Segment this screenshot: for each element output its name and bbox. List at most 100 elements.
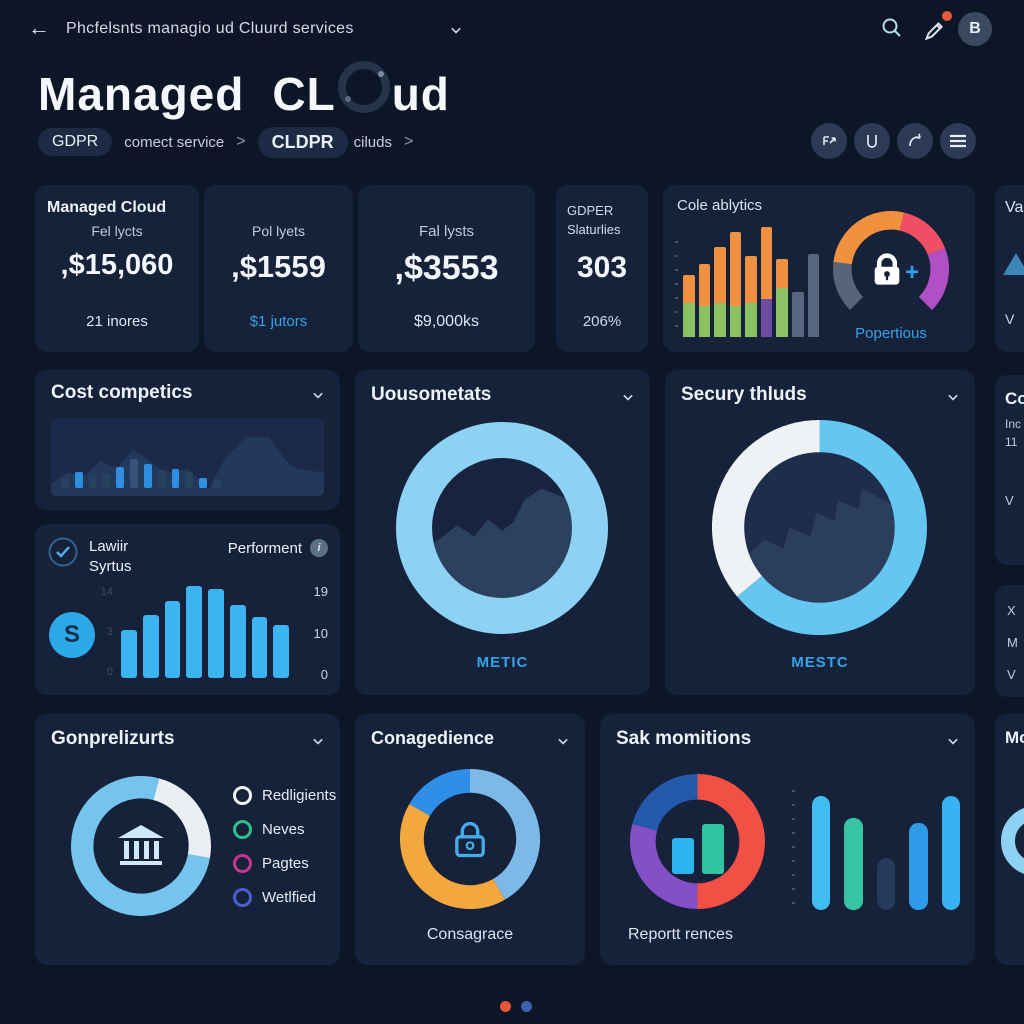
menu-icon xyxy=(950,134,966,148)
breadcrumb-seg1[interactable]: comect service xyxy=(124,133,225,151)
cut-text: V xyxy=(1007,667,1016,682)
navbar-title[interactable]: Phcfelsnts managio ud Cluurd services xyxy=(66,20,354,37)
axis-left-labels: 14 3 0 xyxy=(100,586,113,678)
stat-foot: 21 inores xyxy=(86,313,148,330)
legend-item: Pagtes xyxy=(233,854,336,873)
pagination-dot-1[interactable] xyxy=(500,1001,511,1012)
share-button[interactable] xyxy=(897,123,933,159)
donut-caption: Reportt rences xyxy=(628,926,733,943)
spinner-icon xyxy=(337,61,390,113)
card-foot: V xyxy=(1005,311,1015,327)
cut-text: M xyxy=(1007,635,1018,650)
check-circle-icon xyxy=(48,537,78,567)
cut-card-co: Co Inc 11 V xyxy=(995,375,1024,565)
back-button[interactable]: ← xyxy=(28,15,50,40)
donut-legend: Redligients Neves Pagtes Wetlfied xyxy=(233,786,336,922)
legend-item: Redligients xyxy=(233,786,336,805)
triangle-shape xyxy=(1003,253,1024,275)
axis-right-labels: 19 10 0 xyxy=(313,584,328,682)
stacked-bar-chart xyxy=(683,225,820,337)
axis-ticks xyxy=(792,790,795,908)
donut-caption: METIC xyxy=(476,654,529,671)
card-title: Gonprelizurts xyxy=(51,728,175,749)
page-title-word2a: CL xyxy=(272,68,336,120)
legend-item: Wetlfied xyxy=(233,888,336,907)
chevron-down-icon[interactable] xyxy=(943,387,963,407)
gauge-chart: + xyxy=(833,211,949,327)
legend-swatch xyxy=(233,854,252,873)
s-badge: S xyxy=(49,612,95,658)
menu-button[interactable] xyxy=(940,123,976,159)
stat-card-3: Fal lysts ,$3553 $9,000ks xyxy=(358,185,535,352)
donut-caption: Consagrace xyxy=(426,926,514,943)
legend-item: Neves xyxy=(233,820,336,839)
chevron-down-icon[interactable] xyxy=(943,731,963,751)
performent-label: Performent xyxy=(227,540,302,557)
stat-value: ,$3553 xyxy=(394,249,499,287)
cut-card-va: Va V xyxy=(995,185,1024,352)
card-title: Sak momitions xyxy=(616,728,752,749)
stat-card-2: Pol lyets ,$1559 $1 jutors xyxy=(204,185,353,352)
search-icon[interactable] xyxy=(880,16,904,40)
legend-swatch xyxy=(233,888,252,907)
stat-foot: 206% xyxy=(582,313,622,330)
stat-value: ,$1559 xyxy=(231,249,326,284)
flow-icon xyxy=(823,136,836,145)
performance-bar-chart xyxy=(121,586,289,678)
card-title: Cole ablytics xyxy=(677,197,763,214)
legend-swatch xyxy=(233,820,252,839)
cost-competics-card: Cost competics xyxy=(35,370,340,510)
breadcrumb-seg2[interactable]: ciluds xyxy=(353,133,392,151)
donut-area-chart xyxy=(432,458,572,598)
metric-donut xyxy=(396,422,608,634)
card-title: Va xyxy=(1005,199,1024,216)
gonprelizurts-card: Gonprelizurts Redligients Neves Pagtes W… xyxy=(35,714,340,965)
cut-card-mo: Mo xyxy=(995,714,1024,965)
card-title: Cost competics xyxy=(51,382,193,403)
page-title: Managed CL ud xyxy=(38,58,450,121)
donut-caption: MESTC xyxy=(791,654,849,671)
lawiir-card: Lawiir Syrtus Performent i S 14 3 0 19 10 0 xyxy=(35,524,340,695)
stat-foot: $9,000ks xyxy=(414,313,479,330)
lock-icon xyxy=(874,253,900,285)
stat-foot: $1 jutors xyxy=(249,313,308,330)
lock-icon xyxy=(455,822,485,858)
report-bar-chart xyxy=(812,786,961,910)
chevron-down-icon[interactable] xyxy=(446,20,466,40)
breadcrumb-sep1: > xyxy=(236,133,246,150)
plus-icon: + xyxy=(905,259,920,286)
cut-donut xyxy=(1001,806,1024,876)
compliance-donut xyxy=(71,776,211,916)
chevron-down-icon[interactable] xyxy=(618,387,638,407)
avatar[interactable]: B xyxy=(958,12,992,46)
donut-area-chart xyxy=(744,452,895,603)
breadcrumb-chip-cldpr[interactable]: CLDPR xyxy=(257,126,348,158)
page-title-word1: Managed xyxy=(38,68,245,120)
stat-label: GDPER Slaturlies xyxy=(567,203,621,237)
cut-text: 11 xyxy=(1005,435,1018,449)
sak-momitions-card: Sak momitions Reportt rences xyxy=(600,714,975,965)
card-title: Conagedience xyxy=(371,728,495,748)
chevron-down-icon[interactable] xyxy=(308,385,328,405)
cost-bar-chart xyxy=(61,436,221,488)
analytics-card: Cole ablytics + Popertious xyxy=(663,185,975,352)
stat-card-managed-cloud: Managed Cloud Fel lycts ,$15,060 21 inor… xyxy=(35,185,199,352)
alert-button[interactable] xyxy=(920,11,952,44)
download-icon xyxy=(867,135,877,148)
chevron-down-icon[interactable] xyxy=(553,731,573,751)
flow-button[interactable] xyxy=(811,123,847,159)
stat-value: ,$15,060 xyxy=(60,249,174,281)
breadcrumb-chip-gdpr[interactable]: GDPR xyxy=(38,128,113,156)
compliance-donut xyxy=(400,769,540,909)
card-title: Co xyxy=(1005,389,1024,408)
card-title: Uousometats xyxy=(371,384,492,405)
chevron-down-icon[interactable] xyxy=(308,731,328,751)
alert-icon xyxy=(924,22,944,41)
conagedience-card: Conagedience Consagrace xyxy=(355,714,585,965)
download-button[interactable] xyxy=(854,123,890,159)
stat-label: Fal lysts xyxy=(418,223,474,240)
card-title: Mo xyxy=(1005,728,1024,747)
info-icon[interactable]: i xyxy=(310,539,328,557)
pagination-dot-2[interactable] xyxy=(521,1001,532,1012)
